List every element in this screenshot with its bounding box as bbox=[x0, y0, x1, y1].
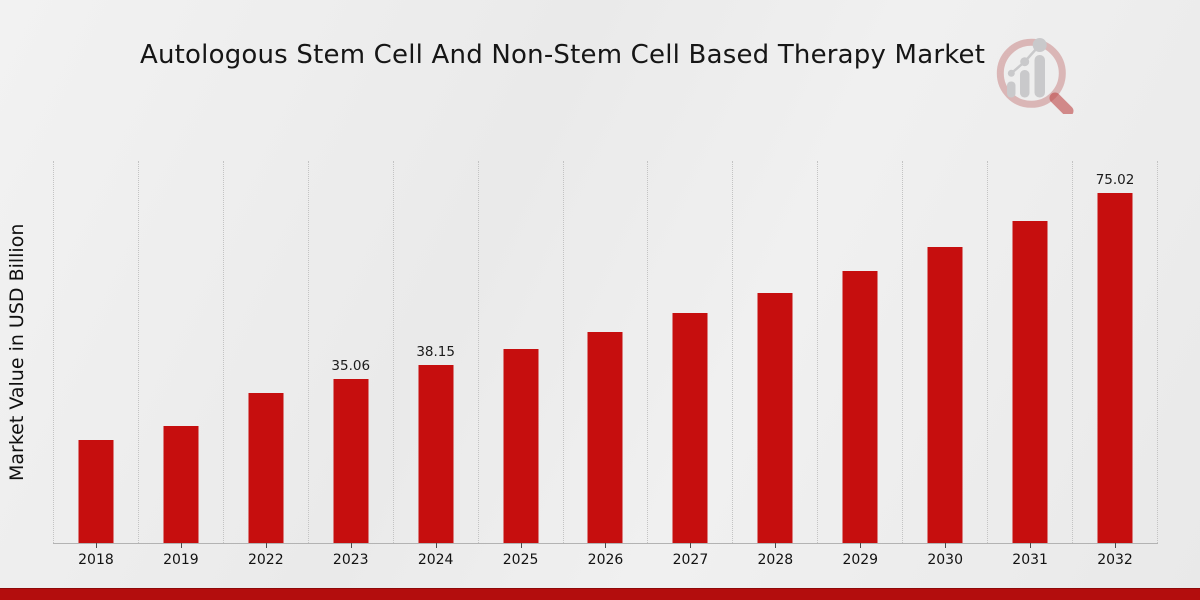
bar-2023 bbox=[333, 379, 369, 543]
trend-bars-icon bbox=[1007, 55, 1045, 98]
bar-2032 bbox=[1097, 192, 1133, 543]
category-column-2024: 38.15 2024 bbox=[392, 161, 478, 568]
bar-2030 bbox=[927, 247, 963, 543]
footer-accent-bar bbox=[0, 588, 1200, 600]
category-column-2030: 2030 bbox=[902, 161, 987, 568]
x-axis-tick-mark bbox=[1030, 543, 1032, 548]
category-column-2028: 2028 bbox=[732, 161, 817, 568]
bar-value-label: 35.06 bbox=[331, 358, 371, 375]
x-axis-tick-mark bbox=[690, 543, 692, 548]
x-axis-tick-label: 2031 bbox=[1012, 552, 1048, 568]
bar-2018 bbox=[78, 439, 114, 543]
x-axis-tick-mark bbox=[520, 543, 522, 548]
magnifier-handle-icon bbox=[1049, 92, 1074, 114]
chart-title: Autologous Stem Cell And Non-Stem Cell B… bbox=[140, 40, 986, 70]
x-axis-tick-label: 2029 bbox=[842, 552, 879, 568]
x-axis-tick-mark bbox=[95, 543, 97, 548]
category-column-2029: 2029 bbox=[817, 161, 902, 568]
x-axis-tick-label: 2022 bbox=[247, 552, 284, 568]
brand-logo bbox=[996, 38, 1074, 114]
x-axis-tick-mark bbox=[435, 543, 437, 548]
bar-2028 bbox=[757, 293, 793, 543]
x-axis-tick-label: 2018 bbox=[78, 552, 114, 568]
x-axis-tick-label: 2032 bbox=[1097, 552, 1133, 568]
trend-dots-icon bbox=[1007, 38, 1047, 77]
bar-2027 bbox=[672, 313, 708, 543]
category-column-2022: 2022 bbox=[222, 161, 308, 568]
plot-area: 2018 2019 2022 35.06 2023 38.15 2024 2025 2026 20… bbox=[53, 161, 1158, 568]
x-axis-tick-label: 2025 bbox=[502, 552, 539, 568]
bar-value-label: 75.02 bbox=[1095, 171, 1135, 188]
category-column-2025: 2025 bbox=[477, 161, 563, 568]
x-axis-tick-mark bbox=[860, 543, 862, 548]
x-axis-tick-mark bbox=[945, 543, 947, 548]
x-axis-tick-label: 2023 bbox=[332, 552, 369, 568]
y-axis-label: Market Value in USD Billion bbox=[6, 223, 28, 482]
x-axis-tick-mark bbox=[605, 543, 607, 548]
x-axis-tick-mark bbox=[265, 543, 267, 548]
category-column-2019: 2019 bbox=[137, 161, 223, 568]
bar-2029 bbox=[842, 271, 878, 543]
bar-2022 bbox=[248, 392, 284, 543]
x-axis-tick-label: 2027 bbox=[672, 552, 709, 568]
x-axis-tick-label: 2024 bbox=[417, 552, 454, 568]
x-axis-tick-mark bbox=[350, 543, 352, 548]
x-axis-tick-mark bbox=[180, 543, 182, 548]
category-column-2027: 2027 bbox=[647, 161, 732, 568]
bar-2026 bbox=[587, 332, 623, 543]
category-column-2018: 2018 bbox=[53, 161, 138, 568]
bar-value-label: 38.15 bbox=[416, 343, 455, 360]
x-axis-tick-label: 2019 bbox=[163, 552, 199, 568]
bar-2031 bbox=[1012, 221, 1048, 543]
x-axis-tick-mark bbox=[775, 543, 777, 548]
bar-2025 bbox=[503, 349, 539, 543]
category-column-2023: 35.06 2023 bbox=[307, 161, 393, 568]
x-axis-tick-mark bbox=[1115, 543, 1117, 548]
x-axis-tick-label: 2028 bbox=[757, 552, 794, 568]
category-column-2032: 75.02 2032 bbox=[1072, 161, 1158, 568]
bar-2019 bbox=[163, 425, 199, 543]
x-axis-tick-label: 2030 bbox=[927, 552, 963, 568]
magnifier-ring-icon bbox=[996, 38, 1066, 108]
category-column-2026: 2026 bbox=[562, 161, 648, 568]
bar-2024 bbox=[418, 364, 454, 543]
x-axis-tick-label: 2026 bbox=[587, 552, 624, 568]
category-column-2031: 2031 bbox=[987, 161, 1072, 568]
